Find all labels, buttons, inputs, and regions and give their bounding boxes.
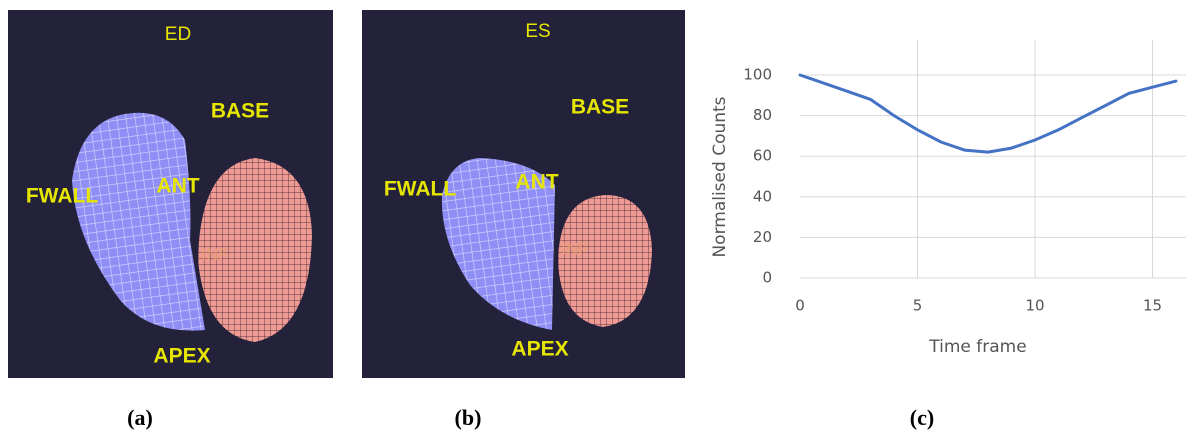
- page: ED BASE FWALL ANT INF APEX ES BASE FWALL…: [0, 0, 1203, 443]
- annotation: BASE: [211, 100, 269, 123]
- y-tick-label: 20: [753, 228, 772, 246]
- x-tick-label: 5: [913, 297, 923, 315]
- panel-label: (b): [455, 405, 482, 430]
- x-tick-label: 0: [795, 297, 805, 315]
- view-title: ES: [525, 21, 550, 42]
- panel-b: ES BASE FWALL ANT INF APEX: [362, 10, 685, 378]
- x-tick-label: 15: [1143, 297, 1162, 315]
- panel-label: (a): [127, 405, 153, 430]
- x-axis-label: Time frame: [928, 337, 1026, 357]
- y-tick-label: 80: [753, 106, 772, 124]
- line-chart: 0 20 40 60 80 100 0 5 10 15: [743, 40, 1186, 315]
- x-tick-label: 10: [1025, 297, 1044, 315]
- panel-a: ED BASE FWALL ANT INF APEX: [8, 10, 333, 378]
- panel-label: (c): [910, 405, 934, 430]
- annotation: ANT: [156, 175, 199, 198]
- annotation: APEX: [153, 345, 210, 368]
- data-line: [800, 75, 1176, 152]
- annotation: FWALL: [384, 178, 456, 201]
- y-tick-label: 40: [753, 187, 772, 205]
- y-tick-label: 100: [743, 66, 772, 84]
- annotation: APEX: [511, 338, 568, 361]
- annotation: FWALL: [26, 185, 98, 208]
- y-tick-label: 60: [753, 147, 772, 165]
- y-axis-label: Normalised Counts: [710, 96, 730, 257]
- view-title: ED: [165, 24, 191, 45]
- figure: ED BASE FWALL ANT INF APEX ES BASE FWALL…: [0, 0, 1203, 443]
- annotation: BASE: [571, 96, 629, 119]
- annotation: INF: [201, 244, 228, 263]
- annotation: INF: [561, 239, 588, 258]
- annotation: ANT: [515, 171, 558, 194]
- y-tick-label: 0: [762, 269, 772, 287]
